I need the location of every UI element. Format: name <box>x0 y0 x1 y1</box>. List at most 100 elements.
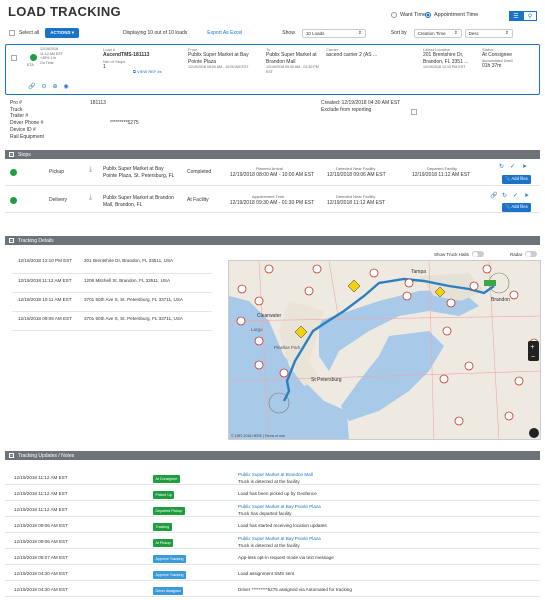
update-row: 12/19/2018 09:06 AM EST Tracking Load ha… <box>5 518 540 534</box>
tracking-map[interactable]: Tampa Clearwater St Petersburg Brandon L… <box>228 260 541 440</box>
latest-value: 201 Brentshire Dr, Brandon, FL 3351 ... <box>423 52 469 65</box>
tracking-time: 12/19/2018 09:06 AM EST <box>18 316 72 321</box>
show-select-value: 10 Loads <box>305 30 325 36</box>
stop-row[interactable]: Pickup ⤓ Publix Super Market at Bay Poin… <box>5 160 540 186</box>
driver-phone-value: *********5275 <box>110 120 139 127</box>
updates-section-title: Tracking Updates / Notes <box>18 452 75 459</box>
appointment-time-label: Appointment Time <box>434 12 479 18</box>
refresh-icon[interactable]: ↻ <box>499 164 505 170</box>
export-excel-link[interactable]: Export As Excel <box>207 30 243 36</box>
stop-planned-label: Planned Arrival <box>256 166 283 171</box>
update-row: 12/19/2018 04:30 AM EST Approve Tracking… <box>5 566 540 582</box>
load-card[interactable]: ETA 12/19/2018 11:12 AM EST +45% 1 hr On… <box>5 44 540 95</box>
map-view-button[interactable]: ⚲ <box>523 11 537 21</box>
want-time-radio[interactable]: Want Time <box>391 12 426 18</box>
collapse-icon[interactable]: − <box>9 237 14 244</box>
list-icon: ☰ <box>513 13 519 20</box>
navigate-icon[interactable]: ➤ <box>524 193 530 199</box>
check-icon[interactable]: ✓ <box>510 164 516 170</box>
link-icon[interactable]: 🔗 <box>490 193 498 199</box>
update-link[interactable]: Publix Super Market at Bay Pointe Plaza <box>238 536 321 541</box>
update-badge: Picked Up <box>153 491 175 499</box>
map-settings-icon[interactable] <box>529 428 539 438</box>
warning-marker[interactable] <box>347 279 361 293</box>
download-icon[interactable]: ⤓ <box>89 194 93 201</box>
to-label: To <box>266 47 271 52</box>
update-badge: Approve Tracking <box>153 571 186 579</box>
select-all-checkbox[interactable] <box>9 30 15 36</box>
map-label-largo: Largo <box>251 327 263 332</box>
pin-icon[interactable]: ⊕ <box>52 84 58 90</box>
warning-marker[interactable] <box>294 325 308 339</box>
status-dot <box>30 54 37 61</box>
update-row: 12/19/2018 05:07 AM EST Approve Tracking… <box>5 550 540 566</box>
radar-toggle[interactable] <box>525 251 538 257</box>
tracking-section-header[interactable]: − Tracking Details <box>5 236 540 245</box>
list-view-button[interactable]: ☰ <box>509 11 523 21</box>
view-ref-link[interactable]: ⧉ VIEW REF #s <box>133 69 162 74</box>
sort-select[interactable]: Creation Time ⇕ <box>413 28 462 38</box>
download-icon[interactable]: ⤓ <box>89 166 93 173</box>
eye-icon[interactable]: ◉ <box>63 84 69 90</box>
update-link[interactable]: Publix Super Market at Bay Pointe Plaza <box>238 504 321 509</box>
truck-marker[interactable] <box>484 280 496 286</box>
add-files-button[interactable]: 📎 Add files <box>502 203 531 212</box>
exclude-checkbox[interactable] <box>411 109 417 115</box>
appointment-time-radio[interactable]: Appointment Time <box>425 12 478 18</box>
tracking-row: 12/19/2018 09:06 AM EST 3701 50th Ave S,… <box>12 312 212 331</box>
stop-type: Pickup <box>49 169 65 175</box>
map-roads <box>229 261 540 439</box>
stop-detected-label: Detected Near Facility <box>336 166 376 171</box>
updates-section-header[interactable]: − Tracking Updates / Notes <box>5 451 540 460</box>
warning-marker[interactable] <box>434 286 446 298</box>
want-time-radio-circle[interactable] <box>391 12 397 18</box>
status-label: Status <box>482 47 494 52</box>
stops-count-label: Nbr of Stops <box>103 58 126 64</box>
want-time-label: Want Time <box>400 12 427 18</box>
stop-row[interactable]: Delivery ⤓ Publix Super Market at Brando… <box>5 187 540 213</box>
zoom-out-icon[interactable]: − <box>531 354 535 361</box>
check-icon[interactable]: ✓ <box>513 193 519 199</box>
update-text: Truck is detected at the facility <box>238 543 300 548</box>
update-text: Driver *********5275 assigned via Automa… <box>238 587 352 592</box>
collapse-icon[interactable]: − <box>9 151 14 158</box>
link-icon[interactable]: 🔗 <box>28 84 36 90</box>
device-label: Device ID # <box>10 126 36 133</box>
actions-button[interactable]: ACTIONS ▾ <box>45 28 80 38</box>
truck-halts-toggle-group: Show Truck Halts <box>434 251 485 257</box>
load-checkbox[interactable] <box>11 55 17 61</box>
stops-section-title: Stops <box>18 151 31 158</box>
created-block: Created: 12/19/2018 04:30 AM EST Exclude… <box>321 100 400 113</box>
load-num-label: Load # <box>103 47 116 52</box>
map-credit: © 1987-2018 HERE | Terms of use <box>231 434 285 438</box>
zoom-in-icon[interactable]: + <box>531 344 535 351</box>
update-row: 12/19/2018 11:12 AM EST Picked Up Load h… <box>5 486 540 502</box>
route-icon[interactable]: ⊙ <box>41 84 47 90</box>
refresh-icon[interactable]: ↻ <box>502 193 508 199</box>
stop-status: Completed <box>187 169 212 175</box>
update-time: 12/19/2018 05:07 AM EST <box>14 555 68 560</box>
update-text: Truck is detected at the facility <box>238 479 300 484</box>
update-link[interactable]: Publix Super Market at Brandon Mall <box>238 472 313 477</box>
sort-select-value: Creation Time <box>417 30 446 36</box>
truck-label: Truck <box>10 106 23 113</box>
update-time: 12/19/2018 04:30 AM EST <box>14 587 68 592</box>
add-files-button[interactable]: 📎 Add files <box>502 175 531 184</box>
stops-section-header[interactable]: − Stops <box>5 150 540 159</box>
map-canvas[interactable]: Tampa Clearwater St Petersburg Brandon L… <box>229 261 541 440</box>
percent-text: +45% 1 hr <box>40 56 57 60</box>
stop-planned: 12/19/2018 09:30 AM - 01:30 PM EST <box>229 200 315 206</box>
collapse-icon[interactable]: − <box>9 452 14 459</box>
to-value: Publix Super Market at Brandon Mall <box>266 52 317 65</box>
navigate-icon[interactable]: ➤ <box>522 164 528 170</box>
show-select[interactable]: 10 Loads ⇕ <box>301 28 366 38</box>
appointment-time-radio-circle[interactable] <box>425 12 431 18</box>
tracking-address: 1206 Mitchell St, Brandon, FL 33511, USA <box>84 278 171 283</box>
order-select[interactable]: Desc ⇕ <box>464 28 513 38</box>
tracking-time: 12/19/2018 10:11 AM EST <box>18 297 72 302</box>
zoom-control[interactable] <box>528 341 539 361</box>
eta-label: ETA <box>27 63 34 67</box>
tracking-address: 3701 50th Ave S, St. Petersburg, FL 3371… <box>84 297 183 302</box>
update-text: Truck has departed facility <box>238 511 292 516</box>
truck-halts-toggle[interactable] <box>472 251 485 257</box>
